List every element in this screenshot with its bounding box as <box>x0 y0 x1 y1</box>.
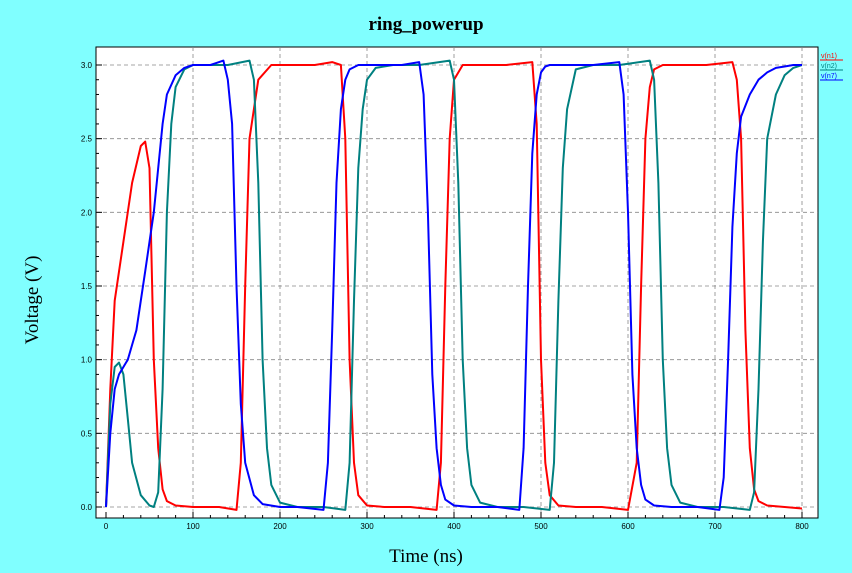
x-tick-label: 100 <box>186 522 200 531</box>
y-tick-label: 1.0 <box>81 356 93 365</box>
y-tick-label: 0.0 <box>81 503 93 512</box>
y-tick-label: 2.0 <box>81 208 93 217</box>
series-line-vn7 <box>105 59 802 511</box>
x-tick-label: 0 <box>104 522 109 531</box>
x-tick-label: 500 <box>534 522 548 531</box>
legend-label: v(n1) <box>821 53 837 60</box>
x-tick-label: 200 <box>273 522 287 531</box>
y-axis-label: Voltage (V) <box>22 255 43 345</box>
x-tick-label: 400 <box>447 522 461 531</box>
x-axis-label: Time (ns) <box>389 546 463 567</box>
x-tick-label: 800 <box>795 522 809 531</box>
y-tick-label: 1.5 <box>81 282 93 291</box>
legend-label: v(n7) <box>821 73 837 80</box>
plot-area <box>95 46 819 519</box>
x-tick-label: 300 <box>360 522 374 531</box>
series-line-vn1 <box>105 61 803 511</box>
chart-title: ring_powerup <box>368 14 484 35</box>
x-tick-label: 600 <box>621 522 635 531</box>
x-tick-label: 700 <box>708 522 722 531</box>
legend-label: v(n2) <box>821 63 837 70</box>
y-tick-label: 2.5 <box>81 135 93 144</box>
y-tick-label: 0.5 <box>81 429 93 438</box>
y-tick-label: 3.0 <box>81 61 93 70</box>
